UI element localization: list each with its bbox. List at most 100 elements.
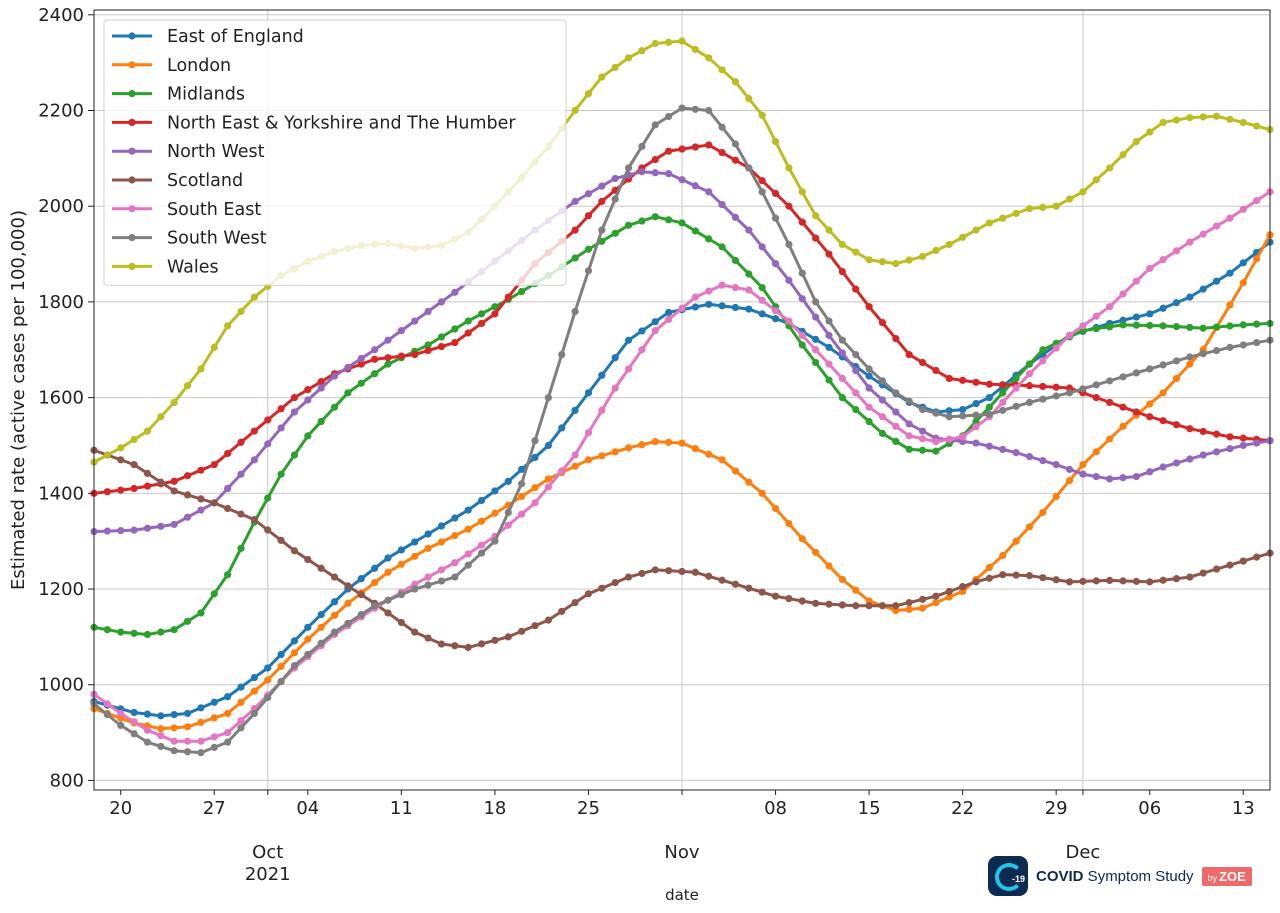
data-point [157, 522, 165, 530]
data-point [117, 456, 125, 464]
data-point [437, 522, 446, 530]
data-point [224, 728, 232, 737]
data-point [1012, 402, 1020, 410]
data-point [865, 365, 873, 373]
data-point [437, 333, 446, 341]
data-point [290, 451, 299, 459]
data-point [972, 439, 980, 447]
data-point [143, 524, 152, 532]
x-minor-tick-label: 04 [296, 798, 319, 819]
data-point [1106, 303, 1114, 311]
data-point [932, 409, 940, 417]
data-point [892, 437, 900, 445]
data-point [397, 546, 405, 554]
data-point [210, 733, 218, 741]
data-point [825, 317, 833, 325]
data-point [1132, 577, 1140, 585]
data-point [665, 170, 673, 178]
data-point [745, 584, 753, 592]
data-point [825, 600, 833, 608]
y-tick-label: 1600 [38, 388, 84, 409]
data-point [437, 342, 446, 351]
data-point [277, 662, 285, 670]
data-point [477, 549, 486, 557]
data-point [290, 408, 299, 416]
data-point [170, 737, 178, 745]
data-point [1199, 350, 1207, 358]
data-point [611, 174, 619, 183]
data-point [1212, 222, 1221, 230]
data-point [798, 188, 806, 196]
y-axis-title: Estimated rate (active cases per 100,000… [8, 210, 29, 590]
data-point [103, 700, 111, 708]
data-point [638, 47, 646, 55]
data-point [1172, 374, 1181, 383]
x-major-tick-label: Oct [252, 842, 283, 863]
data-point [371, 370, 379, 378]
covid-logo-icon: -19 [988, 856, 1028, 896]
data-point [905, 350, 913, 359]
data-point [250, 516, 258, 524]
data-point [504, 521, 512, 529]
data-point [1065, 331, 1074, 339]
data-point [371, 602, 379, 610]
x-minor-tick-label: 22 [951, 798, 974, 819]
data-point [157, 712, 165, 720]
data-point [317, 639, 325, 647]
data-point [1092, 176, 1100, 184]
data-point [237, 470, 245, 478]
data-point [250, 427, 258, 435]
data-point [878, 377, 887, 385]
data-point [1119, 290, 1127, 298]
data-point [183, 491, 192, 499]
data-point [999, 445, 1007, 454]
data-point [571, 598, 579, 607]
data-point [665, 308, 673, 317]
data-point [584, 90, 593, 98]
data-point [451, 559, 459, 567]
data-point [344, 619, 352, 627]
data-point [985, 394, 993, 402]
data-point [437, 640, 446, 648]
data-point [1025, 370, 1034, 378]
data-point [825, 360, 833, 368]
data-point [344, 363, 352, 371]
data-point [197, 749, 205, 757]
data-point [571, 254, 579, 262]
data-point [183, 723, 192, 731]
y-tick-label: 2000 [38, 196, 84, 217]
data-point [718, 281, 726, 289]
data-point [932, 598, 940, 607]
data-point [183, 709, 192, 718]
data-point [985, 219, 993, 227]
data-point [1146, 468, 1154, 476]
data-point [1186, 573, 1194, 581]
x-minor-tick-label: 18 [483, 798, 506, 819]
data-point [304, 386, 312, 394]
data-point [1092, 472, 1100, 481]
data-point [384, 609, 392, 617]
data-point [518, 510, 526, 518]
data-point [1039, 346, 1047, 354]
data-point [705, 450, 713, 458]
data-point [1012, 374, 1020, 383]
data-point [1159, 361, 1167, 369]
legend-box [103, 19, 567, 286]
data-point [999, 398, 1007, 406]
data-point [999, 381, 1007, 389]
data-point [638, 327, 646, 335]
data-point [1119, 474, 1127, 482]
data-point [985, 563, 993, 572]
data-point [825, 250, 833, 258]
data-point [264, 664, 272, 672]
data-point [1119, 373, 1127, 381]
legend-swatch-marker [128, 118, 136, 126]
data-point [451, 325, 459, 333]
data-point [130, 484, 138, 493]
data-point [972, 423, 980, 431]
data-point [1012, 384, 1020, 392]
data-point [758, 310, 766, 318]
data-point [411, 317, 419, 325]
data-point [638, 168, 646, 176]
data-point [210, 461, 218, 469]
